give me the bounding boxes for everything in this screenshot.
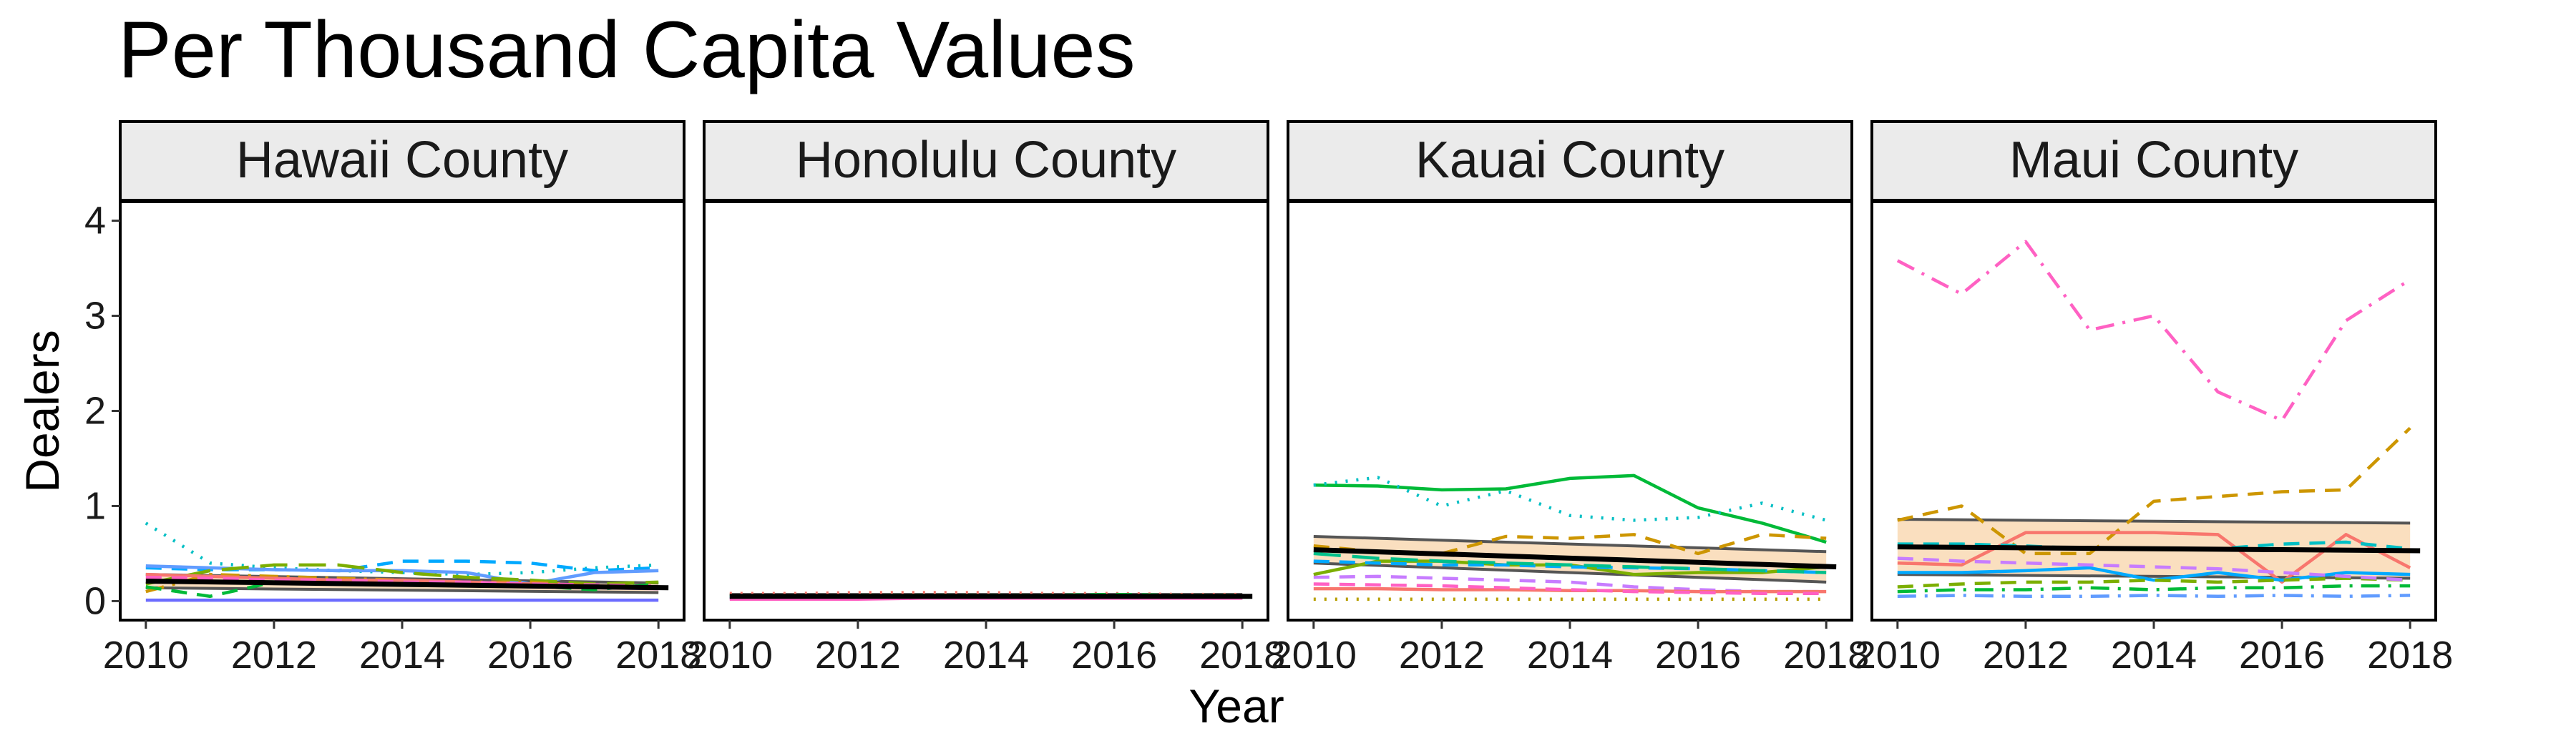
x-tick-label: 2016 bbox=[487, 634, 573, 677]
x-tick-label: 2014 bbox=[1527, 634, 1613, 677]
x-tick-label: 2016 bbox=[1071, 634, 1157, 677]
series-line bbox=[1897, 594, 2411, 599]
x-tick-label: 2018 bbox=[1783, 634, 1869, 677]
plot-area bbox=[704, 202, 1268, 620]
y-tick-label: 1 bbox=[84, 484, 106, 527]
y-axis-label: Dealers bbox=[16, 330, 69, 492]
facet-strip-label: Hawaii County bbox=[236, 132, 568, 189]
facet-strip bbox=[703, 120, 1269, 202]
y-tick-label: 3 bbox=[84, 295, 106, 338]
panel-maui-county: Maui County 2010 2012 2014 2016 2018 bbox=[1855, 120, 2453, 677]
series-line bbox=[1897, 556, 2411, 582]
x-tick-label: 2012 bbox=[231, 634, 317, 677]
plot-area bbox=[120, 202, 684, 620]
trend-line bbox=[1897, 544, 2421, 554]
x-tick-label: 2018 bbox=[615, 634, 701, 677]
chart-title: Per Thousand Capita Values bbox=[118, 5, 1136, 94]
x-tick-label: 2010 bbox=[687, 634, 773, 677]
series-line bbox=[1313, 473, 1827, 544]
x-tick-label: 2014 bbox=[943, 634, 1029, 677]
trend-line bbox=[1313, 547, 1837, 570]
facet-panels: Hawaii County 2010 2012 2014 2016 2018 0 1 2 3 4 Ho… bbox=[84, 120, 2453, 677]
trend-line bbox=[145, 578, 669, 591]
y-tick-label: 0 bbox=[84, 579, 106, 622]
facet-strip bbox=[1287, 120, 1853, 202]
series-line bbox=[145, 521, 659, 576]
series-line bbox=[145, 563, 659, 586]
series-line bbox=[1897, 576, 2411, 589]
x-tick-label: 2010 bbox=[1855, 634, 1941, 677]
series-line bbox=[1897, 426, 2411, 556]
x-tick-label: 2016 bbox=[2239, 634, 2325, 677]
band-upper-line bbox=[1313, 535, 1827, 554]
x-tick-label: 2014 bbox=[2111, 634, 2197, 677]
facet-strip bbox=[119, 120, 686, 202]
x-tick-label: 2016 bbox=[1655, 634, 1741, 677]
series-line bbox=[1897, 540, 2411, 551]
series-line bbox=[1313, 582, 1827, 596]
x-tick-label: 2010 bbox=[103, 634, 189, 677]
x-axis-label: Year bbox=[1189, 679, 1284, 732]
x-tick-label: 2018 bbox=[1199, 634, 1285, 677]
x-tick-label: 2012 bbox=[815, 634, 901, 677]
x-tick-label: 2014 bbox=[359, 634, 445, 677]
band-lower-line bbox=[1313, 561, 1827, 584]
x-tick-label: 2010 bbox=[1271, 634, 1357, 677]
facet-strip-label: Kauai County bbox=[1415, 132, 1724, 189]
band-lower-line bbox=[145, 586, 659, 594]
y-tick-label: 4 bbox=[84, 200, 106, 242]
facet-strip-label: Honolulu County bbox=[796, 132, 1176, 189]
series-line bbox=[1313, 551, 1827, 574]
series-line bbox=[1313, 476, 1827, 522]
panel-kauai-county: Kauai County 2010 2012 2014 2016 2018 bbox=[1271, 120, 1869, 677]
x-tick-label: 2012 bbox=[1983, 634, 2069, 677]
panel-hawaii-county: Hawaii County 2010 2012 2014 2016 2018 0 1 2 3 4 bbox=[84, 120, 701, 677]
x-tick-label: 2012 bbox=[1399, 634, 1485, 677]
facet-strip-label: Maui County bbox=[2009, 132, 2298, 189]
series-line bbox=[1897, 584, 2411, 594]
x-tick-label: 2018 bbox=[2367, 634, 2453, 677]
y-tick-label: 2 bbox=[84, 390, 106, 433]
panel-honolulu-county: Honolulu County 2010 2012 2014 2016 2018 bbox=[687, 120, 1285, 677]
